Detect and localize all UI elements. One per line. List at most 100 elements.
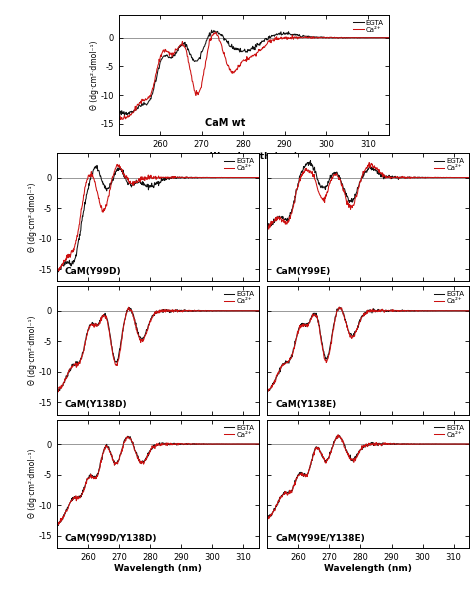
Ca²⁺ (266, 226, 272, 233)
Ca²⁺ (152, 174, 158, 181)
EGTA (256, 174, 262, 181)
EGTA (466, 307, 472, 315)
Text: CaM(Y99E): CaM(Y99E) (275, 267, 330, 276)
Ca²⁺ (265, 388, 271, 395)
Line: Ca²⁺: Ca²⁺ (118, 32, 389, 120)
Ca²⁺ (381, 34, 386, 41)
EGTA (152, 442, 158, 449)
Ca²⁺ (126, 304, 131, 311)
EGTA (264, 514, 270, 521)
Ca²⁺ (55, 388, 61, 395)
Legend: EGTA, Ca²⁺: EGTA, Ca²⁺ (222, 157, 255, 173)
Y-axis label: Θ (dg·cm²·dmol⁻¹): Θ (dg·cm²·dmol⁻¹) (28, 449, 37, 518)
Ca²⁺ (386, 34, 392, 41)
EGTA (220, 307, 226, 314)
Legend: EGTA, Ca²⁺: EGTA, Ca²⁺ (352, 18, 385, 34)
Ca²⁺ (54, 386, 60, 393)
Ca²⁺ (114, 161, 120, 168)
Ca²⁺ (151, 444, 156, 451)
Ca²⁺ (152, 309, 158, 316)
EGTA (54, 264, 60, 271)
EGTA (175, 441, 181, 448)
EGTA (152, 309, 158, 316)
Ca²⁺ (266, 515, 272, 522)
EGTA (361, 171, 367, 178)
Ca²⁺ (466, 174, 472, 181)
Y-axis label: Θ (dg·cm²·dmol⁻¹): Θ (dg·cm²·dmol⁻¹) (28, 183, 37, 252)
Legend: EGTA, Ca²⁺: EGTA, Ca²⁺ (222, 290, 255, 306)
Ca²⁺ (118, 116, 124, 123)
X-axis label: Wavelength (nm): Wavelength (nm) (324, 564, 412, 574)
EGTA (381, 34, 386, 41)
Ca²⁺ (55, 521, 61, 528)
EGTA (151, 311, 156, 318)
Text: CaM(Y138E): CaM(Y138E) (275, 401, 337, 409)
Line: EGTA: EGTA (57, 307, 259, 391)
Ca²⁺ (116, 114, 121, 121)
Legend: EGTA, Ca²⁺: EGTA, Ca²⁺ (432, 290, 466, 306)
EGTA (252, 441, 258, 448)
EGTA (466, 441, 472, 448)
Line: EGTA: EGTA (118, 30, 389, 115)
Line: EGTA: EGTA (57, 166, 259, 272)
Line: Ca²⁺: Ca²⁺ (57, 164, 259, 271)
EGTA (362, 309, 368, 316)
Ca²⁺ (54, 266, 60, 273)
Text: CaM(Y138D): CaM(Y138D) (65, 401, 128, 409)
Ca²⁺ (466, 307, 472, 315)
Ca²⁺ (164, 306, 170, 313)
Ca²⁺ (338, 34, 344, 41)
Ca²⁺ (362, 311, 368, 318)
Legend: EGTA, Ca²⁺: EGTA, Ca²⁺ (222, 423, 255, 439)
EGTA (462, 307, 468, 315)
Text: CaM(Y99D): CaM(Y99D) (65, 267, 122, 276)
EGTA (54, 385, 60, 392)
Ca²⁺ (462, 441, 468, 448)
EGTA (246, 46, 252, 53)
EGTA (374, 307, 380, 314)
EGTA (94, 162, 100, 169)
Ca²⁺ (164, 442, 170, 449)
Ca²⁺ (256, 441, 262, 448)
Ca²⁺ (385, 307, 391, 314)
Ca²⁺ (385, 441, 391, 448)
EGTA (122, 112, 128, 119)
EGTA (151, 184, 156, 191)
Ca²⁺ (362, 168, 368, 175)
EGTA (125, 433, 131, 440)
Y-axis label: Θ (dg·cm²·dmol⁻¹): Θ (dg·cm²·dmol⁻¹) (90, 41, 99, 110)
Ca²⁺ (361, 170, 366, 177)
EGTA (55, 522, 61, 529)
Ca²⁺ (252, 174, 258, 181)
EGTA (263, 35, 269, 42)
Ca²⁺ (264, 512, 270, 519)
EGTA (164, 441, 170, 448)
Ca²⁺ (361, 310, 367, 317)
Line: Ca²⁺: Ca²⁺ (57, 436, 259, 525)
EGTA (362, 444, 368, 451)
EGTA (462, 174, 468, 181)
Ca²⁺ (175, 442, 181, 449)
Ca²⁺ (374, 441, 380, 448)
Ca²⁺ (252, 307, 258, 315)
Ca²⁺ (151, 311, 156, 318)
Ca²⁺ (175, 307, 181, 314)
Legend: EGTA, Ca²⁺: EGTA, Ca²⁺ (432, 423, 466, 439)
EGTA (54, 518, 60, 525)
EGTA (278, 29, 283, 37)
EGTA (385, 308, 391, 315)
Ca²⁺ (246, 54, 252, 61)
EGTA (361, 310, 367, 317)
Text: CaM(Y99D/Y138D): CaM(Y99D/Y138D) (65, 534, 157, 542)
Ca²⁺ (212, 29, 218, 36)
Ca²⁺ (125, 433, 131, 440)
Ca²⁺ (164, 174, 170, 181)
Text: CaM(Y99E/Y138E): CaM(Y99E/Y138E) (275, 534, 365, 542)
Ca²⁺ (374, 307, 380, 315)
Ca²⁺ (56, 267, 62, 274)
Line: Ca²⁺: Ca²⁺ (267, 307, 469, 392)
Text: CaM wt: CaM wt (205, 118, 246, 128)
EGTA (256, 441, 262, 448)
EGTA (164, 174, 170, 181)
Ca²⁺ (54, 519, 60, 527)
